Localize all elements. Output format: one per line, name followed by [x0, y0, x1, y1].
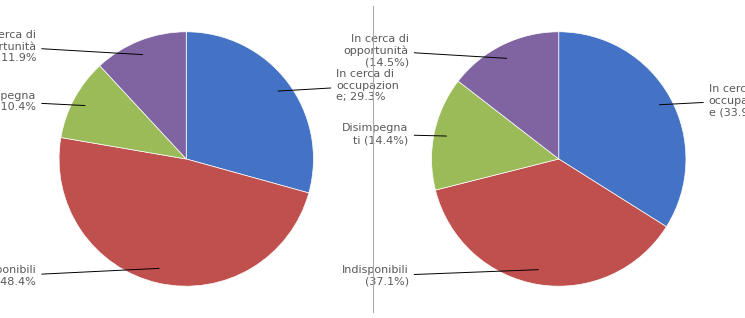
Text: Indisponibili
(37.1%): Indisponibili (37.1%) — [342, 265, 539, 287]
Text: Indisponibili
; 48.4%: Indisponibili ; 48.4% — [0, 265, 159, 287]
Text: In cerca di
opportunità
; 11.9%: In cerca di opportunità ; 11.9% — [0, 30, 142, 63]
Wedge shape — [61, 66, 186, 159]
Text: Disimpegna
ti (14.4%): Disimpegna ti (14.4%) — [342, 123, 446, 145]
Wedge shape — [59, 137, 309, 286]
Wedge shape — [100, 32, 186, 159]
Wedge shape — [431, 81, 559, 190]
Wedge shape — [559, 32, 686, 227]
Text: In cerca di
opportunità
(14.5%): In cerca di opportunità (14.5%) — [343, 34, 507, 67]
Wedge shape — [458, 32, 559, 159]
Wedge shape — [435, 159, 667, 286]
Text: In cerca di
occupazion
e (33.9%): In cerca di occupazion e (33.9%) — [659, 84, 745, 117]
Wedge shape — [186, 32, 314, 193]
Text: In cerca di
occupazion
e; 29.3%: In cerca di occupazion e; 29.3% — [278, 69, 399, 102]
Text: Disimpegna
ti; 10.4%: Disimpegna ti; 10.4% — [0, 91, 85, 112]
